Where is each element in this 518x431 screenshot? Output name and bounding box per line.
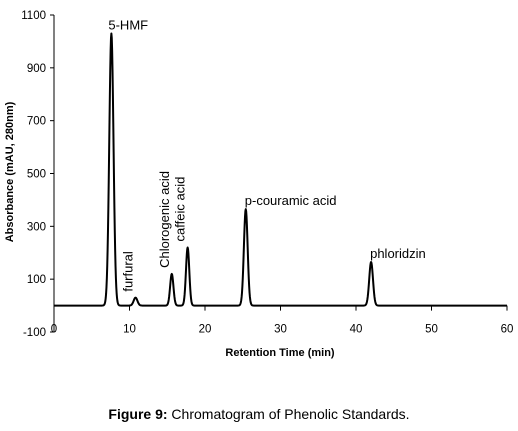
- peak-labels: 5-HMF furfural Chlorogenic acid caffeic aci…: [108, 17, 425, 291]
- x-tick-label: 50: [425, 324, 438, 336]
- y-tick-label: 300: [27, 221, 46, 233]
- x-tick-label: 30: [274, 324, 287, 336]
- figure-number: Figure 9:: [108, 406, 168, 422]
- y-tick-label: 100: [27, 274, 46, 286]
- peak-label: 5-HMF: [108, 17, 148, 32]
- peak-label: phloridzin: [370, 246, 426, 261]
- y-tick-label: 1100: [21, 10, 46, 22]
- figure-caption: Figure 9: Chromatogram of Phenolic Stand…: [0, 406, 518, 422]
- x-tick-label: 40: [350, 324, 363, 336]
- peak-label: caffeic acid: [173, 177, 188, 242]
- x-tick-label: 60: [501, 324, 514, 336]
- y-tick-label: 500: [27, 169, 46, 181]
- y-axis-title: Absorbance (mAU, 280nm): [4, 101, 16, 242]
- x-tick-label: 10: [123, 324, 136, 336]
- y-axis-ticks: -100 100 300 500 700 900 1100: [21, 10, 54, 339]
- peak-label: Chlorogenic acid: [157, 171, 172, 268]
- y-tick-label: 700: [27, 116, 46, 128]
- x-tick-label: 20: [199, 324, 212, 336]
- chromatogram-trace: [53, 32, 508, 307]
- peak-label: furfural: [121, 251, 136, 292]
- x-axis-title: Retention Time (min): [225, 347, 335, 359]
- figure-caption-text: Chromatogram of Phenolic Standards.: [167, 406, 410, 422]
- y-tick-label: -100: [23, 327, 46, 339]
- y-tick-label: 900: [27, 63, 46, 75]
- peak-label: p-couramic acid: [245, 193, 337, 208]
